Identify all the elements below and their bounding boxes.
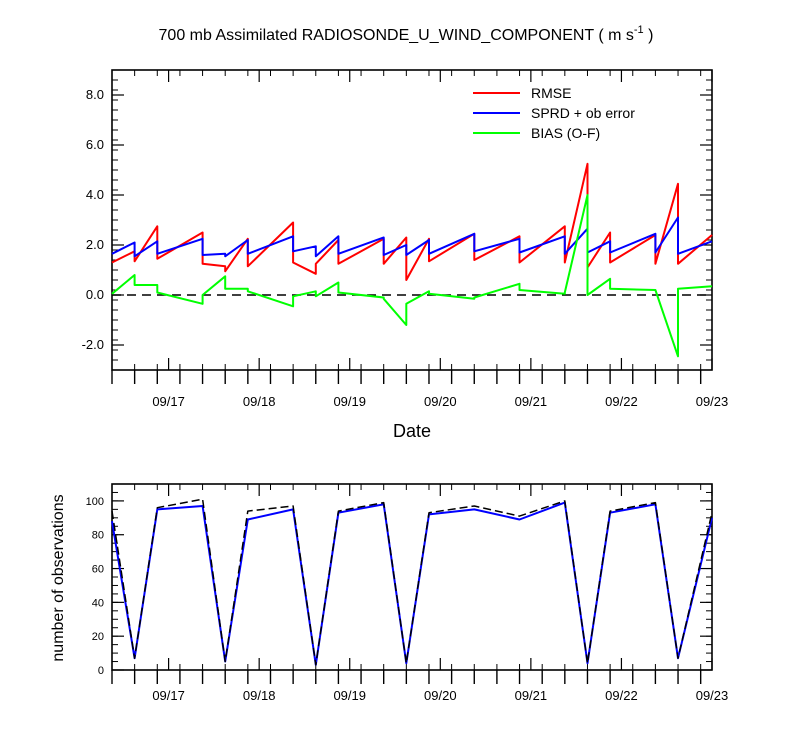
y-tick-label: 80: [92, 530, 104, 542]
x-tick-label: 09/18: [243, 688, 276, 703]
series-line-bias-o-f-: [111, 194, 713, 358]
chart-title-text: 700 mb Assimilated RADIOSONDE_U_WIND_COM…: [159, 27, 634, 44]
x-tick-label: 09/18: [243, 394, 276, 409]
x-tick-label: 09/21: [515, 394, 548, 409]
y-tick-label: 4.0: [86, 187, 104, 202]
y-tick-label: 100: [86, 496, 104, 508]
x-tick-label: 09/19: [333, 688, 366, 703]
x-tick-label: 09/21: [515, 688, 548, 703]
chart-title-close: ): [644, 27, 654, 44]
top-panel: -2.0 0.0 2.0 4.0 6.0 8.0 09/17 09/18 09/19 09/20 0…: [82, 69, 729, 409]
y-tick-label: 20: [92, 631, 104, 643]
series-line-obs-total: [111, 498, 713, 666]
y-tick-label: 2.0: [86, 237, 104, 252]
series-line-rmse: [111, 162, 713, 281]
x-tick-label: 09/22: [605, 688, 638, 703]
x-tick-label: 09/19: [333, 394, 366, 409]
y-tick-label: 60: [92, 564, 104, 576]
chart-title: 700 mb Assimilated RADIOSONDE_U_WIND_COM…: [159, 24, 654, 44]
series-line-sprd-ob-error: [111, 216, 713, 258]
y-tick-label: 6.0: [86, 137, 104, 152]
y-tick-label: 40: [92, 597, 104, 609]
bottom-y-axis-label: number of observations: [50, 494, 67, 661]
x-tick-label: 09/22: [605, 394, 638, 409]
y-tick-label: 0: [98, 665, 104, 677]
x-tick-label: 09/23: [696, 394, 729, 409]
x-tick-label: 09/20: [424, 394, 457, 409]
y-tick-label: 8.0: [86, 87, 104, 102]
legend-label: RMSE: [531, 85, 571, 101]
top-x-axis-label: Date: [393, 421, 431, 441]
legend-label: BIAS (O-F): [531, 125, 600, 141]
x-tick-label: 09/23: [696, 688, 729, 703]
chart-title-superscript: -1: [634, 24, 644, 36]
y-tick-label: -2.0: [82, 337, 104, 352]
bottom-panel: 0 20 40 60 80 100 09/17 09/18 09/19 09/20 09/21 09/…: [86, 483, 729, 703]
series-line-obs-assimilated: [111, 501, 713, 666]
x-tick-label: 09/20: [424, 688, 457, 703]
x-tick-label: 09/17: [152, 394, 185, 409]
x-tick-label: 09/17: [152, 688, 185, 703]
y-tick-label: 0.0: [86, 287, 104, 302]
legend-label: SPRD + ob error: [531, 105, 635, 121]
plot-frame: [111, 483, 713, 671]
